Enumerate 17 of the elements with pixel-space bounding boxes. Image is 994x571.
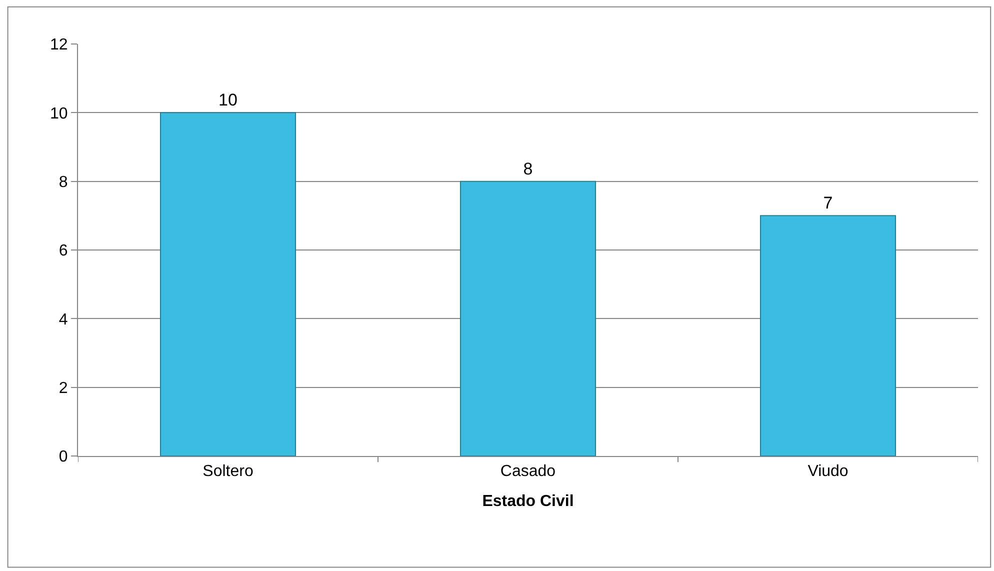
x-tick-label: Casado (500, 463, 556, 480)
y-tick-label: 0 (58, 448, 68, 466)
bar (760, 215, 896, 456)
bar (160, 112, 296, 456)
y-tick-label: 4 (58, 311, 68, 328)
data-label: 8 (523, 159, 533, 178)
x-tick-label: Viudo (808, 463, 848, 480)
x-axis-title: Estado Civil (482, 492, 574, 510)
y-tick-label: 12 (50, 36, 68, 54)
y-tick-label: 8 (58, 174, 68, 191)
y-tick-label: 2 (58, 380, 68, 397)
y-tick-label: 6 (58, 242, 68, 260)
x-tick-label: Soltero (202, 463, 254, 480)
y-tick-label: 10 (50, 105, 68, 122)
data-label: 10 (218, 90, 238, 110)
data-label: 7 (823, 194, 833, 213)
bar (460, 180, 596, 456)
